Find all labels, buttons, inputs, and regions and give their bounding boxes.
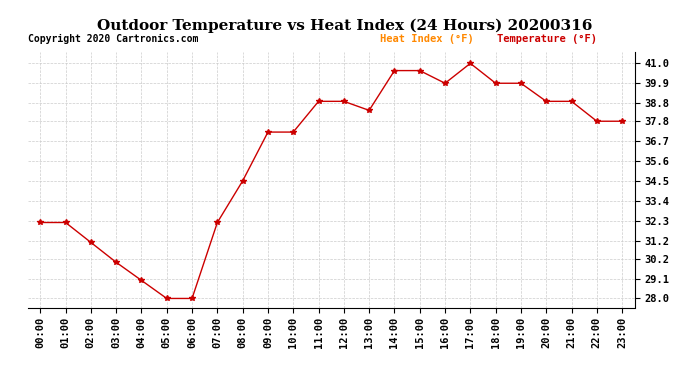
Text: Heat Index (°F): Heat Index (°F) (380, 34, 473, 44)
Text: Copyright 2020 Cartronics.com: Copyright 2020 Cartronics.com (28, 34, 198, 44)
Text: Temperature (°F): Temperature (°F) (497, 34, 597, 44)
Text: Outdoor Temperature vs Heat Index (24 Hours) 20200316: Outdoor Temperature vs Heat Index (24 Ho… (97, 19, 593, 33)
